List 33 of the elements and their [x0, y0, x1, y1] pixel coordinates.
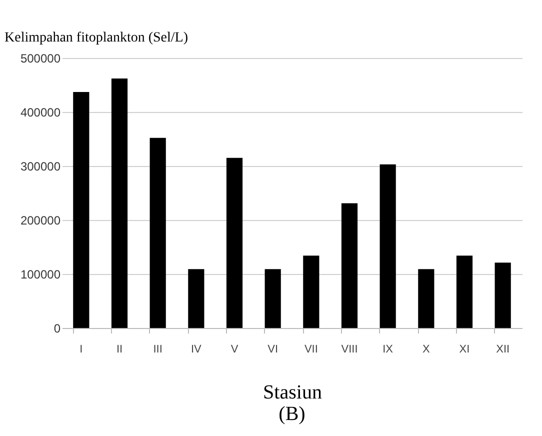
- x-tick-label: XII: [496, 344, 510, 356]
- text: (B): [278, 403, 306, 425]
- y-axis-title: Kelimpahan fitoplankton (Sel/L): [4, 30, 188, 46]
- bar: [264, 269, 281, 328]
- bar: [188, 269, 204, 328]
- bar: [456, 256, 473, 328]
- bar: [303, 256, 320, 328]
- x-tick-label: VIII: [341, 344, 358, 356]
- x-tick-label: II: [116, 344, 123, 356]
- bar: [226, 158, 243, 328]
- bar: [418, 269, 434, 328]
- bar: [111, 78, 128, 328]
- y-tick-label: 0: [54, 322, 61, 336]
- y-tick-label: 400000: [20, 106, 61, 120]
- y-tick-label: 200000: [20, 214, 61, 228]
- bar: [150, 138, 166, 328]
- x-tick-label: XI: [459, 344, 470, 356]
- x-tick-label: X: [422, 344, 430, 356]
- x-axis-title: Stasiun: [263, 382, 322, 404]
- x-tick-label: VI: [268, 344, 278, 356]
- y-tick-label: 300000: [20, 160, 61, 174]
- bar: [380, 164, 396, 328]
- y-tick-label: 500000: [20, 52, 61, 66]
- bar: [341, 203, 358, 328]
- bar: [494, 262, 511, 328]
- x-tick-label: I: [80, 344, 83, 356]
- x-tick-label: III: [153, 344, 162, 356]
- x-tick-label: IV: [190, 344, 202, 356]
- x-tick-label: IX: [382, 344, 394, 356]
- x-tick-label: VII: [304, 344, 318, 356]
- x-tick-label: V: [230, 344, 239, 356]
- bar: [73, 92, 90, 328]
- y-tick-label: 100000: [20, 268, 61, 282]
